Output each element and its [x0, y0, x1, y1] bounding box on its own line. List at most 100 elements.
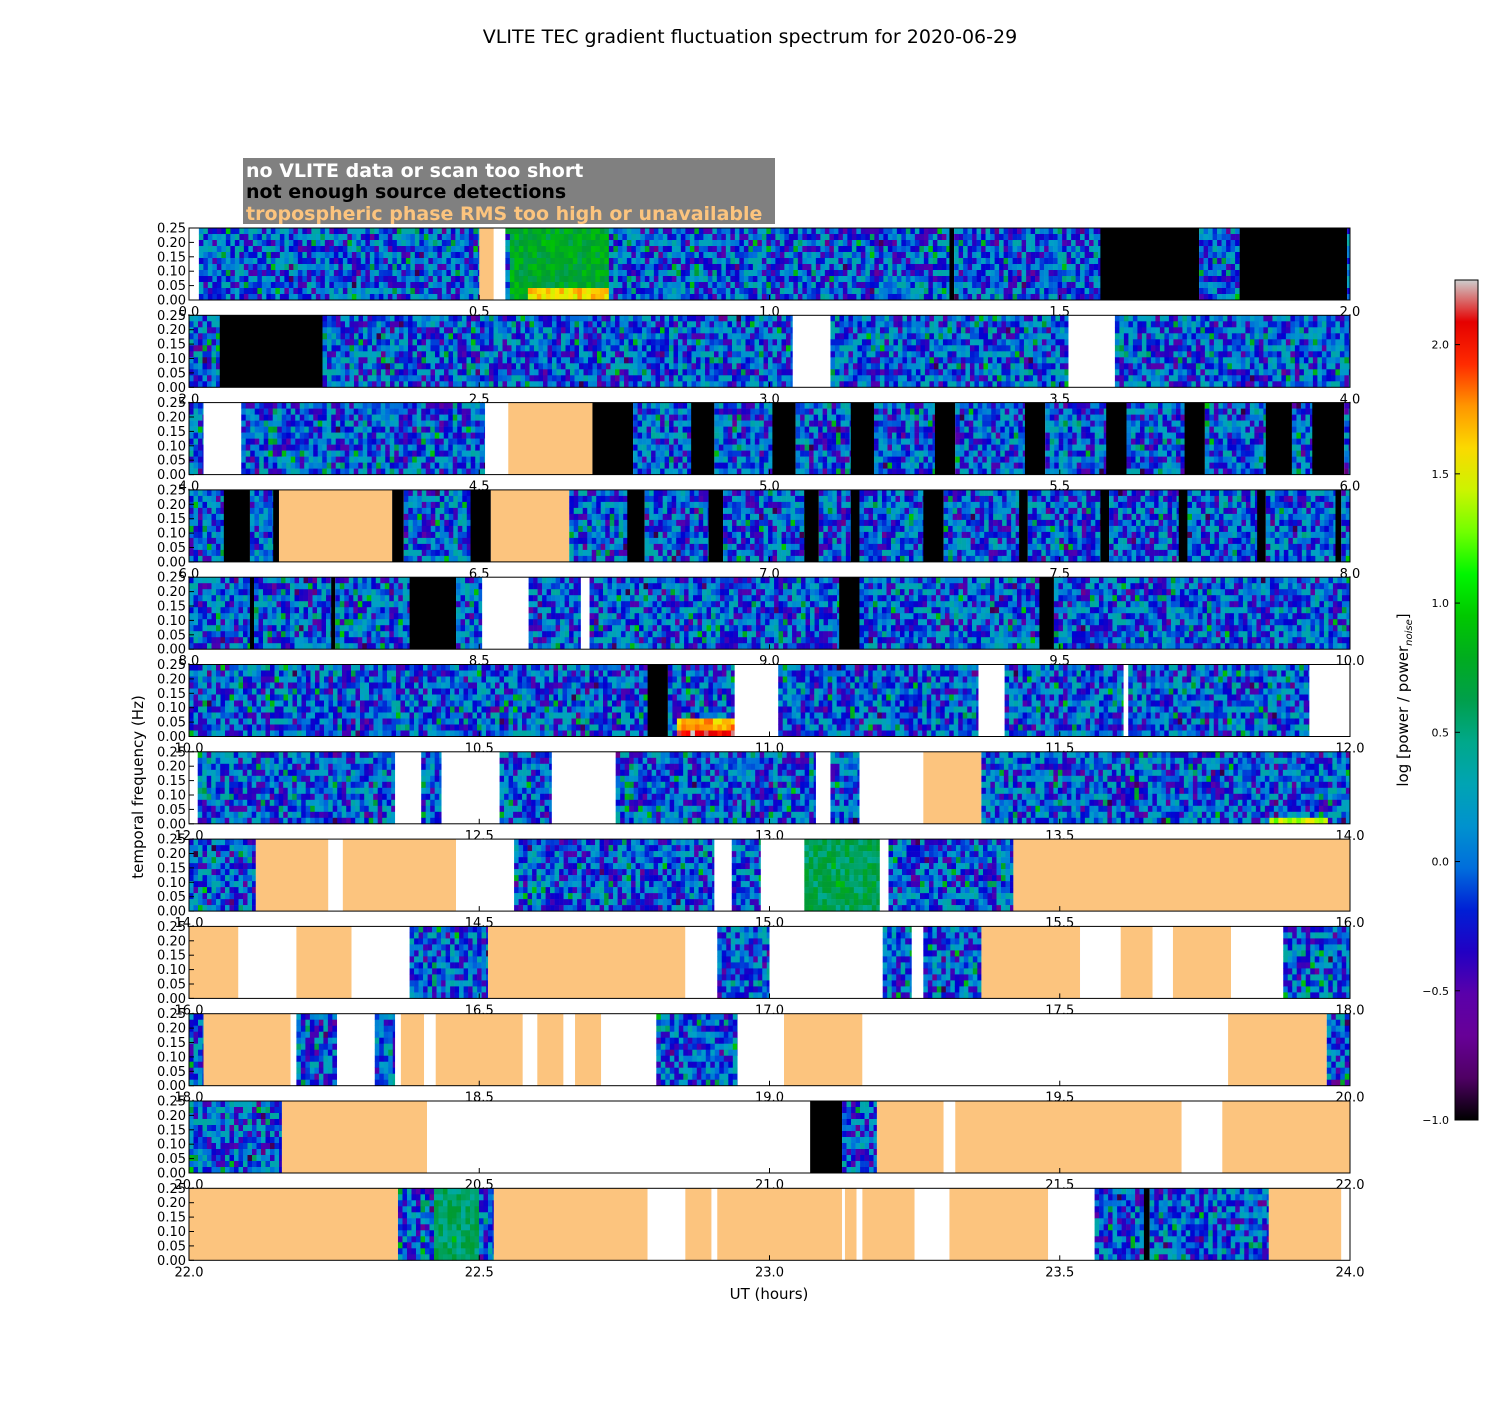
spectrum-cell — [1060, 351, 1065, 357]
spectrum-cell — [388, 294, 393, 300]
spectrum-cell — [1004, 294, 1009, 300]
spectrum-cell — [555, 288, 560, 294]
spectrum-cell — [977, 246, 982, 252]
spectrum-cell — [1196, 339, 1201, 345]
spectrum-cell — [1015, 375, 1020, 381]
spectrum-cell — [1295, 357, 1300, 363]
spectrum-cell — [696, 369, 701, 375]
spectrum-cell — [685, 240, 690, 246]
spectrum-cell — [1042, 369, 1047, 375]
spectrum-cell — [703, 258, 708, 264]
spectrum-cell — [897, 282, 902, 288]
spectrum-cell — [1001, 339, 1006, 345]
spectrum-cell — [462, 351, 467, 357]
spectrum-cell — [419, 258, 424, 264]
spectrum-cell — [1196, 315, 1201, 321]
spectrum-cell — [852, 270, 857, 276]
spectrum-cell — [1049, 252, 1054, 258]
spectrum-cell — [631, 258, 636, 264]
spectrum-cell — [1209, 375, 1214, 381]
spectrum-cell — [386, 381, 391, 387]
spectrum-cell — [1004, 264, 1009, 270]
spectrum-cell — [843, 288, 848, 294]
spectrum-cell — [871, 339, 876, 345]
spectrum-cell — [1128, 363, 1133, 369]
spectrum-cell — [426, 345, 431, 351]
spectrum-cell — [1085, 240, 1090, 246]
spectrum-cell — [1218, 315, 1223, 321]
spectrum-cell — [672, 240, 677, 246]
spectrum-cell — [559, 264, 564, 270]
spectrum-cell — [959, 240, 964, 246]
spectrum-cell — [352, 264, 357, 270]
spectrum-cell — [870, 294, 875, 300]
spectrum-cell — [586, 228, 591, 234]
spectrum-cell — [726, 234, 731, 240]
spectrum-cell — [1137, 381, 1142, 387]
spectrum-cell — [424, 258, 429, 264]
spectrum-cell — [564, 258, 569, 264]
spectrum-cell — [1173, 315, 1178, 321]
spectrum-cell — [871, 363, 876, 369]
spectrum-cell — [791, 333, 794, 339]
spectrum-cell — [406, 294, 411, 300]
spectrum-cell — [1151, 315, 1156, 321]
spectrum-cell — [525, 321, 530, 327]
spectrum-cell — [613, 246, 618, 252]
spectrum-cell — [347, 270, 352, 276]
spectrum-cell — [875, 357, 880, 363]
spectrum-cell — [534, 339, 539, 345]
spectrum-cell — [782, 327, 787, 333]
spectrum-cell — [717, 264, 722, 270]
spectrum-cell — [651, 327, 656, 333]
spectrum-cell — [537, 234, 542, 240]
spectrum-cell — [1085, 228, 1090, 234]
spectrum-cell — [1046, 351, 1051, 357]
spectrum-cell — [1214, 315, 1219, 321]
spectrum-cell — [440, 333, 445, 339]
spectrum-cell — [750, 375, 755, 381]
spectrum-cell — [451, 252, 456, 258]
spectrum-cell — [1151, 351, 1156, 357]
spectrum-cell — [307, 270, 312, 276]
spectrum-cell — [316, 294, 321, 300]
spectrum-cell — [399, 339, 404, 345]
spectrum-cell — [503, 381, 508, 387]
spectrum-cell — [645, 252, 650, 258]
spectrum-cell — [1272, 351, 1277, 357]
spectrum-cell — [1160, 375, 1165, 381]
spectrum-cell — [467, 339, 472, 345]
spectrum-cell — [642, 327, 647, 333]
spectrum-cell — [611, 381, 616, 387]
spectrum-cell — [1226, 252, 1231, 258]
spectrum-cell — [777, 339, 782, 345]
spectrum-cell — [746, 345, 751, 351]
spectrum-cell — [762, 294, 767, 300]
spectrum-cell — [537, 276, 542, 282]
spectrum-cell — [620, 321, 625, 327]
spectrum-cell — [359, 339, 364, 345]
spectrum-cell — [946, 288, 949, 294]
spectrum-cell — [999, 288, 1004, 294]
spectrum-cell — [844, 363, 849, 369]
spectrum-cell — [660, 369, 665, 375]
spectrum-cell — [884, 345, 889, 351]
spectrum-cell — [1222, 240, 1227, 246]
spectrum-cell — [600, 270, 605, 276]
spectrum-cell — [938, 345, 943, 351]
spectrum-cell — [757, 252, 762, 258]
spectrum-cell — [449, 333, 454, 339]
spectrum-cell — [359, 327, 364, 333]
spectrum-cell — [708, 252, 713, 258]
spectrum-cell — [1272, 363, 1277, 369]
spectrum-cell — [1098, 252, 1101, 258]
spectrum-cell — [253, 252, 258, 258]
spectrum-cell — [755, 333, 760, 339]
spectrum-cell — [207, 363, 212, 369]
spectrum-cell — [979, 321, 984, 327]
spectrum-cell — [624, 381, 629, 387]
spectrum-cell — [1290, 357, 1295, 363]
spectrum-cell — [888, 270, 893, 276]
spectrum-cell — [870, 228, 875, 234]
spectrum-cell — [507, 333, 512, 339]
